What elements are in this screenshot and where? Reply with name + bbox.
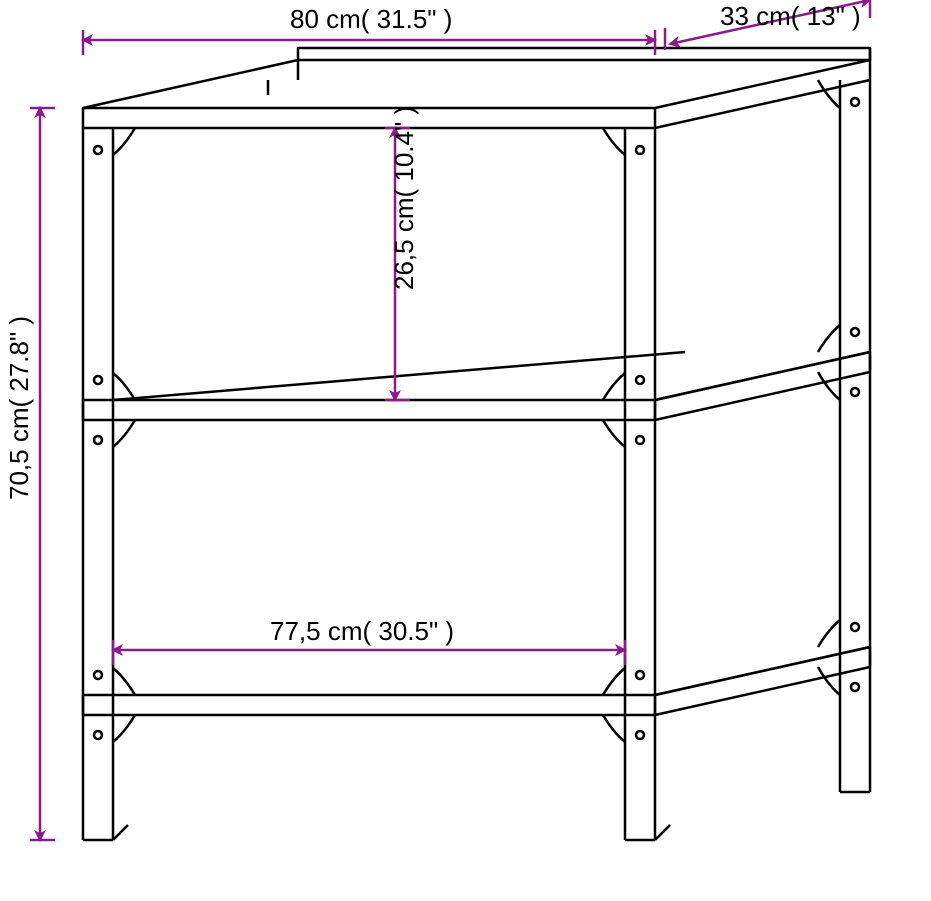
label-depth: 33 cm( 13" ) [720, 1, 861, 31]
shelf-unit-outline [83, 48, 870, 840]
label-width: 80 cm( 31.5" ) [290, 4, 452, 34]
label-height: 70,5 cm( 27.8" ) [4, 316, 34, 500]
furniture-dimension-diagram: 80 cm( 31.5" ) 33 cm( 13" ) 70,5 cm( 27.… [0, 0, 931, 901]
label-shelf-gap: 26,5 cm( 10.4" ) [389, 106, 419, 290]
label-inner-width: 77,5 cm( 30.5" ) [270, 616, 454, 646]
